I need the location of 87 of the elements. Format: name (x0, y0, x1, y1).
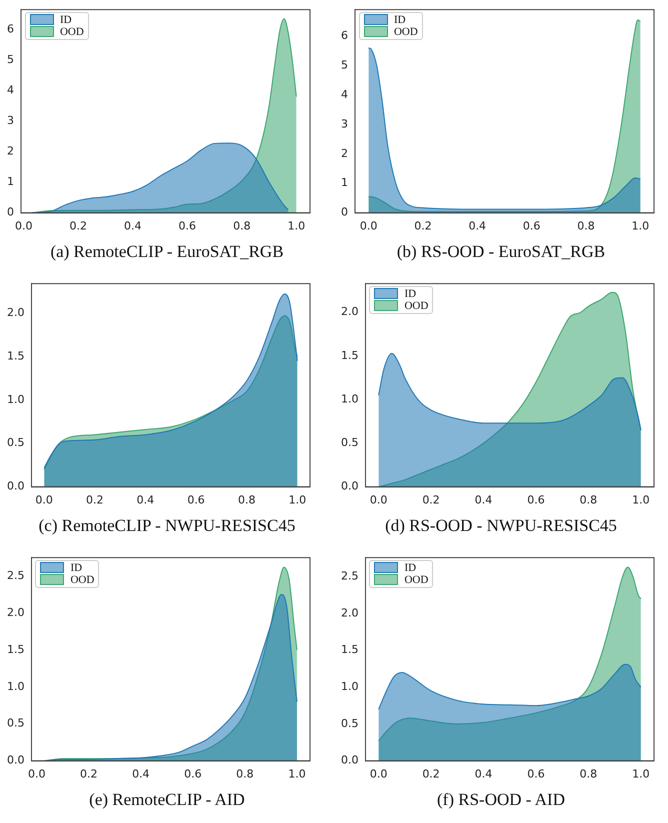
y-tick-label: 3 (7, 114, 14, 127)
x-tick-label: 1.0 (632, 767, 650, 780)
x-tick-label: 1.0 (632, 219, 650, 232)
y-tick-label: 1.0 (340, 392, 358, 406)
legend-label: ID (394, 14, 406, 26)
x-tick-label: 0.8 (580, 493, 598, 506)
x-tick-label: 0.4 (132, 767, 150, 780)
x-tick-label: 0.0 (28, 767, 46, 780)
x-tick-label: 0.6 (184, 767, 202, 780)
y-tick-label: 1.5 (6, 642, 24, 656)
y-tick-label: 2 (7, 144, 14, 158)
x-tick-label: 0.0 (35, 493, 53, 506)
y-tick-label: 2.0 (340, 606, 358, 620)
y-tick-label: 2.0 (6, 306, 24, 319)
legend-label: ID (60, 14, 72, 26)
x-tick-label: 0.6 (178, 219, 196, 232)
y-tick-label: 0.5 (340, 716, 358, 730)
y-tick-label: 1 (7, 175, 14, 188)
y-tick-label: 4 (341, 88, 348, 101)
legend-label: OOD (394, 26, 418, 38)
x-tick-label: 0.0 (370, 767, 388, 780)
x-tick-label: 0.6 (187, 493, 205, 506)
y-tick-label: 1 (341, 176, 348, 190)
y-tick-label: 0.0 (6, 480, 24, 493)
legend-label: OOD (70, 574, 94, 586)
y-tick-label: 0.5 (6, 716, 24, 730)
y-tick-label: 2 (341, 146, 348, 160)
y-tick-label: 1.5 (340, 348, 358, 362)
x-tick-label: 0.6 (522, 219, 540, 232)
x-tick-label: 0.2 (80, 767, 98, 780)
y-tick-label: 6 (341, 28, 348, 42)
y-tick-label: 1.5 (6, 349, 24, 362)
x-tick-label: 0.2 (422, 767, 440, 780)
x-tick-label: 0.4 (136, 493, 154, 506)
y-tick-label: 1.0 (6, 392, 24, 406)
y-tick-label: 0 (341, 206, 348, 219)
x-tick-label: 0.0 (360, 219, 378, 232)
y-tick-label: 5 (7, 52, 14, 66)
text: (f) RS-OOD - AID (436, 790, 566, 810)
x-tick-label: 0.4 (124, 219, 142, 232)
x-tick-label: 0.6 (527, 493, 545, 506)
x-tick-label: 0.4 (474, 493, 492, 506)
legend-label: ID (70, 562, 82, 574)
x-tick-label: 0.8 (236, 767, 254, 780)
y-tick-label: 0.0 (340, 480, 358, 493)
x-tick-label: 0.4 (474, 767, 492, 780)
text: (e) RemoteCLIP - AID (88, 790, 246, 810)
x-tick-label: 0.4 (468, 219, 486, 232)
y-tick-label: 1.5 (340, 643, 358, 656)
legend-label: OOD (404, 574, 428, 586)
text: (c) RemoteCLIP - NWPU-RESISC45 (38, 516, 296, 536)
y-tick-label: 2.0 (340, 305, 358, 318)
x-tick-label: 0.0 (370, 493, 388, 506)
y-tick-label: 0.0 (340, 754, 358, 767)
legend-label: ID (404, 562, 416, 574)
x-tick-label: 0.8 (238, 493, 256, 506)
x-tick-label: 0.2 (86, 493, 104, 506)
x-tick-label: 1.0 (288, 219, 306, 232)
y-tick-label: 3 (341, 117, 348, 130)
y-tick-label: 5 (341, 58, 348, 72)
x-tick-label: 0.2 (422, 493, 440, 506)
text: (d) RS-OOD - NWPU-RESISC45 (384, 516, 618, 536)
text: (b) RS-OOD - EuroSAT_RGB (396, 242, 606, 262)
y-tick-label: 0.5 (6, 436, 24, 450)
x-tick-label: 1.0 (288, 493, 306, 506)
x-tick-label: 0.2 (414, 219, 432, 232)
legend-label: OOD (404, 300, 428, 312)
legend-label: ID (404, 288, 416, 300)
legend-label: OOD (60, 26, 84, 38)
y-tick-label: 0.0 (6, 754, 24, 767)
y-tick-label: 6 (7, 22, 14, 36)
y-tick-label: 4 (7, 83, 14, 96)
x-tick-label: 0.8 (233, 219, 251, 232)
y-tick-label: 1.0 (340, 680, 358, 694)
x-tick-label: 1.0 (288, 767, 306, 780)
y-tick-label: 0 (7, 206, 14, 219)
x-tick-label: 0.8 (580, 767, 598, 780)
x-tick-label: 0.8 (577, 219, 595, 232)
text: (a) RemoteCLIP - EuroSAT_RGB (49, 242, 285, 262)
y-tick-label: 2.0 (6, 606, 24, 619)
x-tick-label: 0.6 (527, 767, 545, 780)
y-tick-label: 1.0 (6, 680, 24, 693)
x-tick-label: 0.2 (70, 219, 88, 232)
y-tick-label: 2.5 (6, 568, 24, 582)
x-tick-label: 1.0 (632, 493, 650, 506)
y-tick-label: 2.5 (340, 570, 358, 583)
y-tick-label: 0.5 (340, 436, 358, 450)
